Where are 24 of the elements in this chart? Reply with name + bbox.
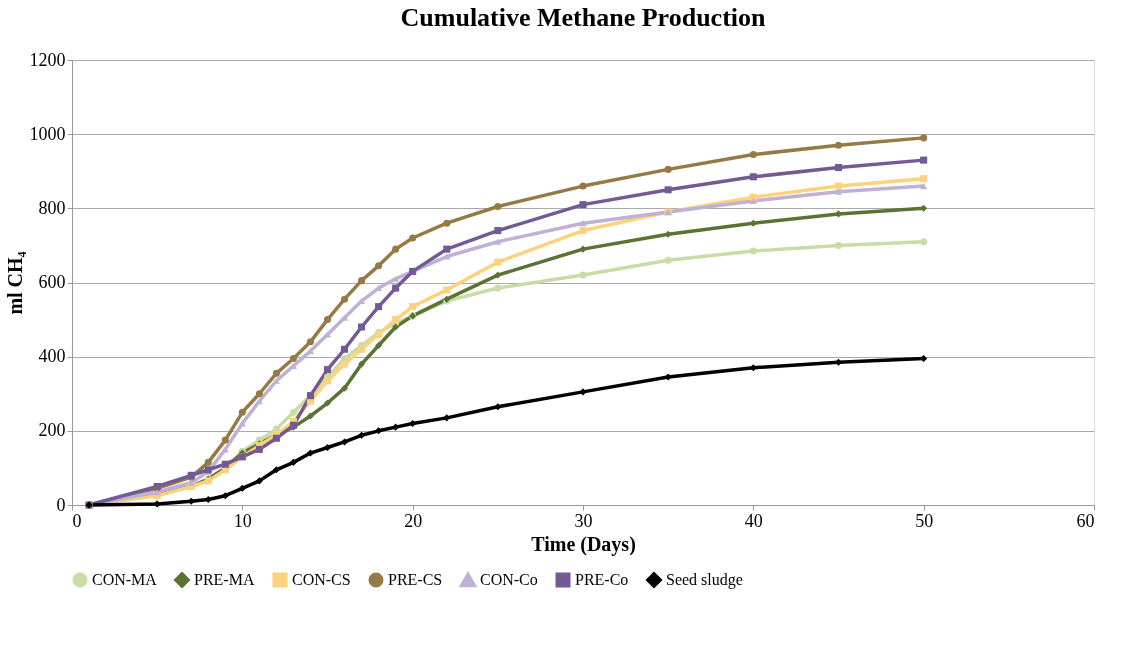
y-tick-label: 600 xyxy=(38,272,66,292)
legend-label: PRE-MA xyxy=(194,571,255,588)
legend-label: CON-Co xyxy=(480,571,538,589)
x-tick-label: 40 xyxy=(744,510,763,531)
legend-label: CON-MA xyxy=(92,571,158,588)
x-tick-label: 0 xyxy=(72,510,82,531)
x-tick-label: 20 xyxy=(404,510,423,531)
legend-label: PRE-CS xyxy=(388,571,443,588)
x-tick-label: 30 xyxy=(574,510,593,531)
x-axis-title: Time (Days) xyxy=(531,532,636,556)
chart-title: Cumulative Methane Production xyxy=(400,3,767,32)
legend-label: PRE-Co xyxy=(575,571,629,588)
y-tick-label: 1200 xyxy=(29,49,66,70)
legend-label: Seed sludge xyxy=(666,571,743,589)
x-tick-label: 10 xyxy=(233,510,252,531)
legend-label: CON-CS xyxy=(292,571,351,588)
y-tick-label: 1000 xyxy=(29,123,66,144)
y-tick-label: 800 xyxy=(38,197,66,218)
y-tick-label: 200 xyxy=(38,420,66,441)
x-tick-label: 60 xyxy=(1076,510,1095,531)
y-tick-label: 400 xyxy=(38,346,66,367)
y-axis-title: ml CH₄ xyxy=(3,251,26,315)
x-tick-label: 50 xyxy=(915,510,934,531)
y-tick-label: 0 xyxy=(56,494,66,515)
